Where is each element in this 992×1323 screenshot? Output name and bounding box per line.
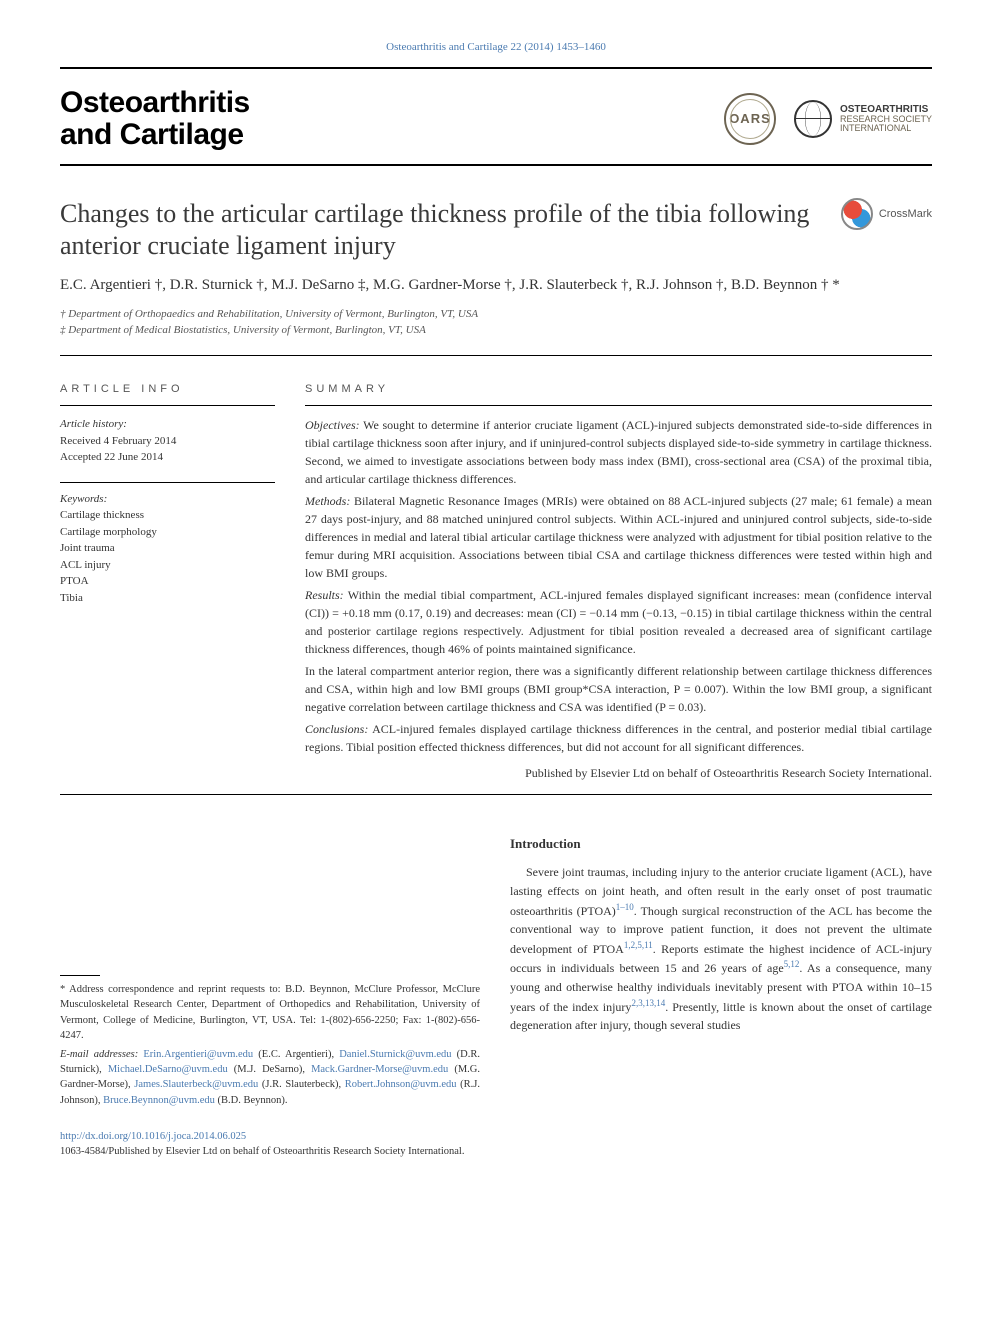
intro-body: Severe joint traumas, including injury t…	[510, 863, 932, 1034]
society-text: OSTEOARTHRITIS RESEARCH SOCIETY INTERNAT…	[840, 104, 932, 135]
results-text-2: In the lateral compartment anterior regi…	[305, 664, 932, 714]
conclusions-label: Conclusions:	[305, 722, 368, 736]
article-info-label: ARTICLE INFO	[60, 382, 275, 406]
top-citation: Osteoarthritis and Cartilage 22 (2014) 1…	[60, 40, 932, 55]
affiliations: † Department of Orthopaedics and Rehabil…	[60, 306, 932, 339]
top-citation-link[interactable]: Osteoarthritis and Cartilage 22 (2014) 1…	[386, 41, 606, 53]
crossmark-label: CrossMark	[879, 207, 932, 222]
summary-label: SUMMARY	[305, 382, 932, 406]
email-link[interactable]: James.Slauterbeck@uvm.edu	[134, 1079, 258, 1090]
article-title: Changes to the articular cartilage thick…	[60, 198, 821, 260]
email-link[interactable]: Bruce.Beynnon@uvm.edu	[103, 1095, 215, 1106]
email-who: (B.D. Beynnon).	[215, 1095, 288, 1106]
email-who: (E.C. Argentieri),	[253, 1049, 339, 1060]
keyword: Joint trauma	[60, 540, 275, 557]
rule-after-affil	[60, 355, 932, 356]
results-label: Results:	[305, 588, 344, 602]
oars-label: OARS	[729, 110, 771, 128]
keywords-label: Keywords:	[60, 491, 275, 508]
masthead: Osteoarthritis and Cartilage OARS OSTEOA…	[60, 69, 932, 164]
society-block: OSTEOARTHRITIS RESEARCH SOCIETY INTERNAT…	[794, 100, 932, 138]
email-link[interactable]: Michael.DeSarno@uvm.edu	[108, 1064, 228, 1075]
affiliation-2: ‡ Department of Medical Biostatistics, U…	[60, 322, 932, 339]
history-received: Received 4 February 2014	[60, 433, 275, 450]
globe-icon	[794, 100, 832, 138]
crossmark[interactable]: CrossMark	[841, 198, 932, 230]
objectives-text: We sought to determine if anterior cruci…	[305, 418, 932, 486]
authors: E.C. Argentieri †, D.R. Sturnick †, M.J.…	[60, 275, 932, 296]
email-link[interactable]: Erin.Argentieri@uvm.edu	[143, 1049, 253, 1060]
keyword: Cartilage morphology	[60, 524, 275, 541]
page-footer: http://dx.doi.org/10.1016/j.joca.2014.06…	[60, 1130, 932, 1159]
footnote-rule	[60, 975, 100, 976]
journal-title-line2: and Cartilage	[60, 118, 244, 151]
results-text-1: Within the medial tibial compartment, AC…	[305, 588, 932, 656]
emails-label: E-mail addresses:	[60, 1049, 138, 1060]
email-link[interactable]: Mack.Gardner-Morse@uvm.edu	[311, 1064, 448, 1075]
journal-title: Osteoarthritis and Cartilage	[60, 87, 250, 150]
society-line1: OSTEOARTHRITIS	[840, 104, 932, 115]
copyright-line: 1063-4584/Published by Elsevier Ltd on b…	[60, 1145, 932, 1160]
society-line3: INTERNATIONAL	[840, 124, 932, 134]
methods-text: Bilateral Magnetic Resonance Images (MRI…	[305, 494, 932, 580]
journal-title-line1: Osteoarthritis	[60, 86, 250, 119]
rule-after-summary	[60, 794, 932, 795]
crossmark-icon	[841, 198, 873, 230]
ref-link[interactable]: 5,12	[784, 959, 800, 969]
history-accepted: Accepted 22 June 2014	[60, 449, 275, 466]
corresponding-footnote: * Address correspondence and reprint req…	[60, 982, 480, 1043]
masthead-logos: OARS OSTEOARTHRITIS RESEARCH SOCIETY INT…	[724, 93, 932, 145]
summary: Objectives: We sought to determine if an…	[305, 416, 932, 782]
affiliation-1: † Department of Orthopaedics and Rehabil…	[60, 306, 932, 323]
ref-link[interactable]: 2,3,13,14	[631, 998, 665, 1008]
doi-link[interactable]: http://dx.doi.org/10.1016/j.joca.2014.06…	[60, 1131, 246, 1142]
ref-link[interactable]: 1–10	[616, 902, 634, 912]
intro-heading: Introduction	[510, 835, 932, 853]
email-who: (M.J. DeSarno),	[228, 1064, 311, 1075]
email-who: (J.R. Slauterbeck),	[258, 1079, 344, 1090]
email-footnote: E-mail addresses: Erin.Argentieri@uvm.ed…	[60, 1047, 480, 1108]
objectives-label: Objectives:	[305, 418, 360, 432]
keyword: ACL injury	[60, 557, 275, 574]
oars-circle-icon: OARS	[724, 93, 776, 145]
pub-note: Published by Elsevier Ltd on behalf of O…	[305, 764, 932, 782]
keywords: Keywords: Cartilage thickness Cartilage …	[60, 482, 275, 607]
article-history: Article history: Received 4 February 201…	[60, 416, 275, 466]
conclusions-text: ACL-injured females displayed cartilage …	[305, 722, 932, 754]
email-link[interactable]: Daniel.Sturnick@uvm.edu	[339, 1049, 451, 1060]
keyword: Tibia	[60, 590, 275, 607]
email-link[interactable]: Robert.Johnson@uvm.edu	[345, 1079, 457, 1090]
methods-label: Methods:	[305, 494, 350, 508]
ref-link[interactable]: 1,2,5,11	[624, 940, 653, 950]
keyword: Cartilage thickness	[60, 507, 275, 524]
oars-logo: OARS	[724, 93, 776, 145]
footnotes: * Address correspondence and reprint req…	[60, 982, 480, 1108]
history-label: Article history:	[60, 416, 275, 433]
keyword: PTOA	[60, 573, 275, 590]
